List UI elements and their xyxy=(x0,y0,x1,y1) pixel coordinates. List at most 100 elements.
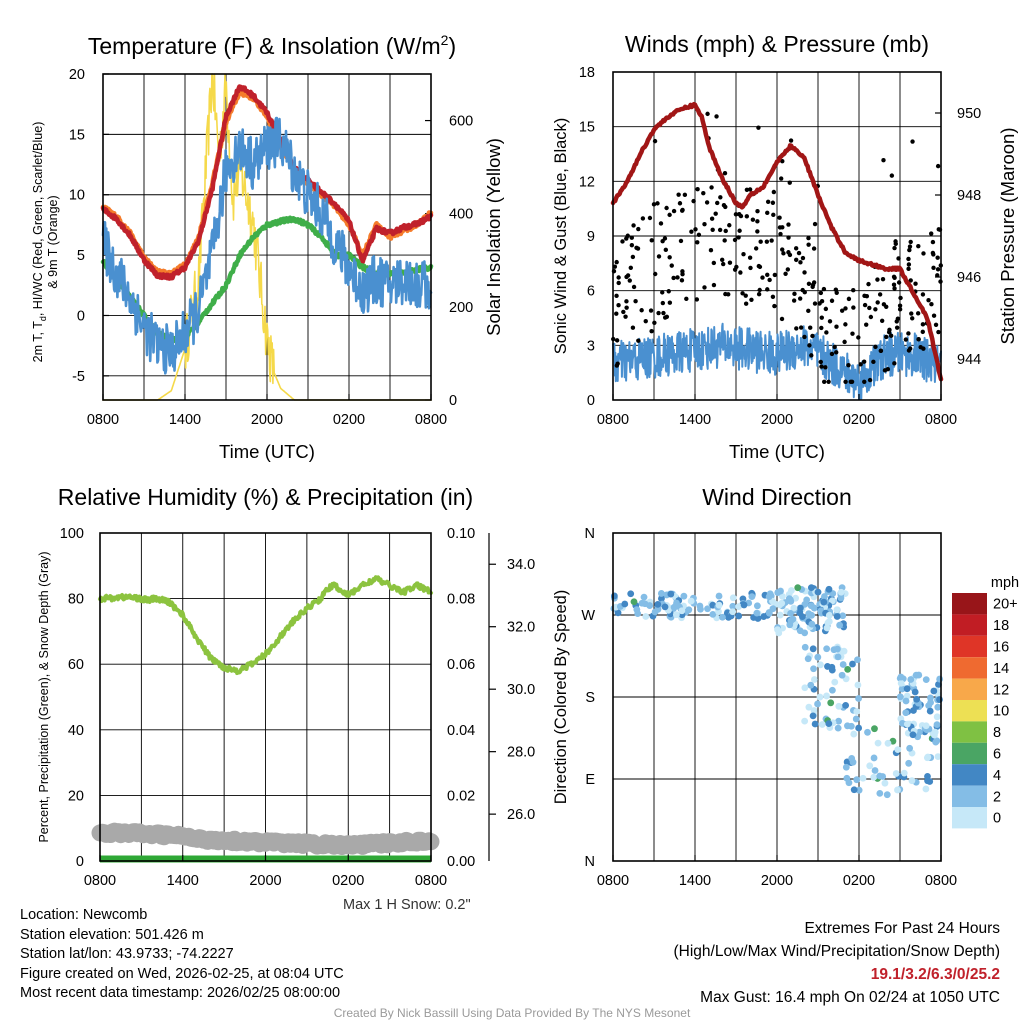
direction-point xyxy=(803,596,811,604)
legend-swatch xyxy=(952,700,987,722)
gust-point xyxy=(689,229,694,234)
direction-point xyxy=(905,759,913,767)
gust-point xyxy=(713,211,718,216)
direction-point xyxy=(835,702,843,710)
ylabel-subscript: d xyxy=(38,316,48,321)
direction-point xyxy=(833,613,841,620)
direction-point xyxy=(908,777,916,785)
gust-point xyxy=(702,221,707,227)
direction-point xyxy=(807,681,815,689)
direction-point xyxy=(814,653,822,661)
direction-point xyxy=(709,610,717,618)
gust-point xyxy=(903,337,909,342)
direction-point xyxy=(678,607,686,615)
gust-point xyxy=(741,251,746,257)
gust-point xyxy=(907,247,912,253)
gust-point xyxy=(664,205,669,211)
direction-point xyxy=(892,770,900,777)
legend-label: 6 xyxy=(993,747,1001,763)
gust-point xyxy=(629,235,634,240)
gust-point xyxy=(639,308,644,313)
y-tick-label: S xyxy=(585,690,595,706)
gust-point xyxy=(810,284,815,290)
gust-point xyxy=(780,247,785,252)
gust-point xyxy=(892,286,897,291)
x-tick-label: 0800 xyxy=(415,873,447,889)
gust-point xyxy=(910,316,915,321)
gust-point xyxy=(709,185,714,190)
gust-point xyxy=(866,281,871,287)
direction-point xyxy=(805,703,813,711)
y2-tick-label: 0.08 xyxy=(447,592,475,608)
direction-point xyxy=(809,645,817,653)
created-text: Figure created on Wed, 2026-02-25, at 08… xyxy=(20,965,344,982)
gust-point xyxy=(684,296,689,302)
gust-point xyxy=(621,309,626,315)
direction-point xyxy=(790,604,798,612)
y-tick-label: 40 xyxy=(68,723,84,739)
direction-point xyxy=(825,585,833,593)
gust-point xyxy=(833,287,839,292)
gust-point xyxy=(935,163,941,169)
y-tick-label: 3 xyxy=(587,338,595,354)
gust-point xyxy=(931,265,936,271)
y2-tick-label: 200 xyxy=(449,300,473,316)
gust-point xyxy=(736,235,741,240)
direction-point xyxy=(801,717,809,725)
y2-tick-label: 0.04 xyxy=(447,723,475,739)
direction-title: Wind Direction xyxy=(702,484,852,510)
gust-point xyxy=(849,379,855,384)
gust-point xyxy=(647,215,653,221)
gust-point xyxy=(918,344,923,350)
direction-point xyxy=(680,592,688,600)
gust-point xyxy=(701,190,706,196)
gust-point xyxy=(714,114,719,119)
gust-point xyxy=(819,315,824,320)
direction-point xyxy=(922,676,930,684)
direction-point xyxy=(835,717,842,725)
x-tick-label: 0800 xyxy=(597,873,629,889)
gust-point xyxy=(737,212,742,217)
legend-swatch xyxy=(952,657,987,679)
gust-point xyxy=(663,247,669,253)
direction-point xyxy=(896,693,904,701)
gust-point xyxy=(783,271,788,276)
gust-point xyxy=(765,210,770,216)
direction-point xyxy=(935,681,942,688)
direction-point xyxy=(909,731,917,739)
direction-point xyxy=(696,602,704,610)
gust-point xyxy=(794,257,799,263)
gust-point xyxy=(843,322,848,327)
direction-point xyxy=(658,595,665,602)
legend-label: 16 xyxy=(993,640,1009,656)
direction-point xyxy=(911,688,919,696)
direction-points xyxy=(610,584,944,799)
gust-point xyxy=(777,215,782,220)
direction-point xyxy=(641,600,649,608)
gust-point xyxy=(821,379,827,384)
y-tick-label: 20 xyxy=(69,67,85,83)
gust-point xyxy=(806,235,811,241)
direction-point xyxy=(740,601,748,609)
extremes-values: 19.1/3.2/6.3/0/25.2 xyxy=(870,966,1000,983)
gust-point xyxy=(929,231,934,236)
legend-swatch xyxy=(952,742,987,765)
gust-point xyxy=(921,251,926,256)
direction-point xyxy=(894,786,901,794)
x-tick-label: 0200 xyxy=(333,412,365,428)
gust-point xyxy=(711,282,717,288)
y2-tick-label: 950 xyxy=(957,106,981,122)
direction-point xyxy=(810,665,817,673)
gust-point xyxy=(850,331,855,336)
gust-point xyxy=(786,222,791,227)
gust-point xyxy=(798,260,803,265)
legend-label: 0 xyxy=(993,811,1001,827)
gust-point xyxy=(756,125,761,130)
direction-point xyxy=(855,724,863,732)
x-tick-label: 0200 xyxy=(843,412,875,428)
direction-point xyxy=(807,584,815,592)
gust-point xyxy=(677,201,683,206)
gust-point xyxy=(812,301,818,306)
gust-point xyxy=(629,242,635,248)
gust-point xyxy=(737,228,742,233)
